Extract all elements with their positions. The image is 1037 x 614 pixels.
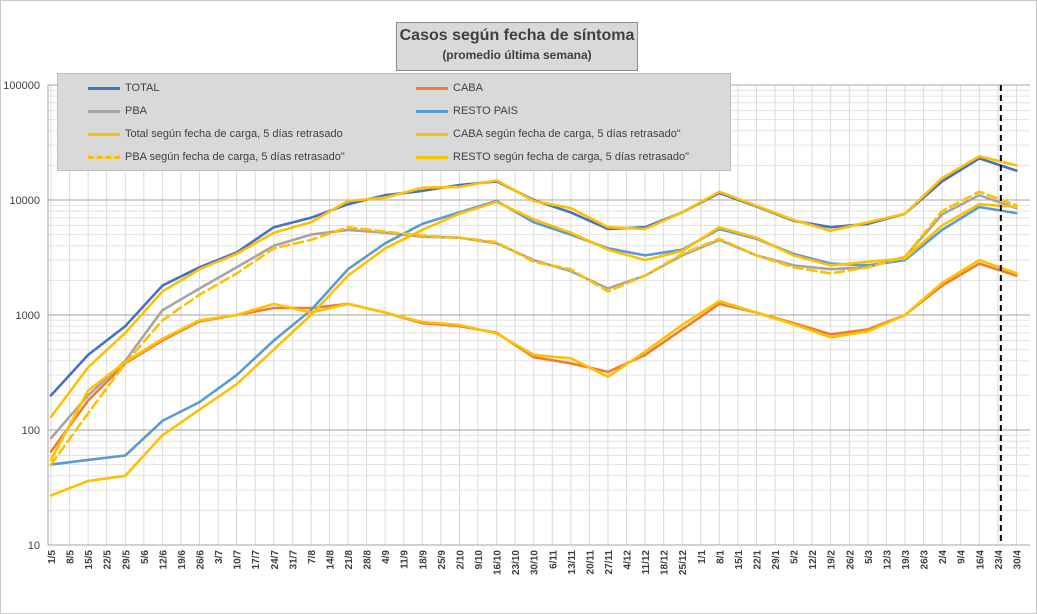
series-line-pba bbox=[49, 193, 1018, 440]
y-tick-label: 10 bbox=[28, 540, 40, 552]
x-tick-label: 27/11 bbox=[604, 550, 615, 575]
x-tick-label: 25/9 bbox=[437, 550, 448, 570]
y-tick-label: 1000 bbox=[16, 310, 40, 322]
chart-title: Casos según fecha de síntoma bbox=[399, 27, 635, 44]
x-tick-label: 20/11 bbox=[585, 550, 596, 575]
legend-item: CABA según fecha de carga, 5 días retras… bbox=[416, 126, 681, 142]
x-tick-label: 12/3 bbox=[882, 550, 893, 570]
legend-item: RESTO PAIS bbox=[416, 103, 518, 119]
legend-label: CABA según fecha de carga, 5 días retras… bbox=[453, 128, 681, 140]
x-tick-label: 8/1 bbox=[715, 550, 726, 564]
legend-item: CABA bbox=[416, 80, 483, 96]
x-tick-label: 19/3 bbox=[901, 550, 912, 570]
legend-label: PBA según fecha de carga, 5 días retrasa… bbox=[125, 151, 345, 163]
legend-label: Total según fecha de carga, 5 días retra… bbox=[125, 128, 343, 140]
legend-label: TOTAL bbox=[125, 82, 160, 94]
x-tick-label: 30/4 bbox=[1012, 550, 1023, 570]
x-tick-label: 19/2 bbox=[827, 550, 838, 570]
x-tick-label: 9/10 bbox=[474, 550, 485, 570]
x-tick-label: 7/8 bbox=[307, 550, 318, 564]
x-tick-label: 16/10 bbox=[493, 550, 504, 575]
series-line-caba-seg-n-fecha-de-carga-5-d-as-retrasado bbox=[49, 258, 1018, 462]
x-tick-label: 26/2 bbox=[845, 550, 856, 570]
series-line-pba-seg-n-fecha-de-carga-5-d-as-retrasado bbox=[49, 190, 1018, 466]
x-tick-label: 4/12 bbox=[623, 550, 634, 570]
x-tick-label: 14/8 bbox=[325, 550, 336, 570]
x-tick-label: 5/3 bbox=[864, 550, 875, 564]
x-tick-label: 1/5 bbox=[47, 550, 58, 564]
x-tick-label: 12/2 bbox=[808, 550, 819, 570]
legend-swatch bbox=[416, 155, 448, 159]
y-tick-label: 10000 bbox=[9, 195, 40, 207]
legend-item: PBA según fecha de carga, 5 días retrasa… bbox=[88, 149, 345, 165]
x-tick-label: 16/4 bbox=[975, 550, 986, 570]
x-tick-label: 2/10 bbox=[455, 550, 466, 570]
legend-swatch bbox=[416, 132, 448, 136]
x-tick-label: 22/1 bbox=[752, 550, 763, 570]
x-tick-label: 18/12 bbox=[660, 550, 671, 575]
x-tick-label: 26/6 bbox=[196, 550, 207, 570]
x-tick-label: 26/3 bbox=[920, 550, 931, 570]
x-tick-label: 18/9 bbox=[418, 550, 429, 570]
series-lines bbox=[49, 155, 1018, 497]
x-tick-label: 21/8 bbox=[344, 550, 355, 570]
x-tick-label: 5/2 bbox=[790, 550, 801, 564]
legend-swatch bbox=[88, 155, 120, 159]
x-axis: 1/5 8/5 15/5 22/5 29/5 5/6 12/6 19/6 26/6 3/7 10/7… bbox=[47, 544, 1030, 575]
legend-label: CABA bbox=[453, 82, 483, 94]
x-tick-label: 19/6 bbox=[177, 550, 188, 570]
legend-swatch bbox=[88, 132, 120, 136]
x-tick-label: 15/5 bbox=[84, 550, 95, 570]
y-tick-label: 100 bbox=[22, 425, 40, 437]
x-tick-label: 30/10 bbox=[530, 550, 541, 575]
x-tick-label: 25/12 bbox=[678, 550, 689, 575]
legend-label: PBA bbox=[125, 105, 148, 117]
x-tick-label: 10/7 bbox=[233, 550, 244, 570]
x-tick-label: 29/5 bbox=[121, 550, 132, 570]
chart-subtitle: (promedio última semana) bbox=[442, 48, 592, 62]
series-line-resto-seg-n-fecha-de-carga-5-d-as-retrasado bbox=[49, 200, 1018, 497]
legend: TOTAL CABA PBA RESTO PAIS Total según fecha … bbox=[57, 73, 731, 171]
legend-swatch bbox=[88, 109, 120, 113]
x-tick-label: 1/1 bbox=[697, 550, 708, 564]
x-tick-label: 11/12 bbox=[641, 550, 652, 575]
x-tick-label: 24/7 bbox=[270, 550, 281, 570]
legend-item: TOTAL bbox=[88, 80, 159, 96]
x-tick-label: 28/8 bbox=[363, 550, 374, 570]
x-tick-label: 11/9 bbox=[400, 550, 411, 569]
x-tick-label: 9/4 bbox=[957, 550, 968, 564]
legend-swatch bbox=[416, 86, 448, 90]
x-tick-label: 2/4 bbox=[938, 550, 949, 564]
legend-label: RESTO según fecha de carga, 5 días retra… bbox=[453, 151, 690, 163]
chart-title-box: Casos según fecha de síntoma (promedio ú… bbox=[396, 22, 638, 71]
x-tick-label: 12/6 bbox=[158, 550, 169, 570]
x-tick-label: 23/10 bbox=[511, 550, 522, 575]
x-tick-label: 29/1 bbox=[771, 550, 782, 570]
x-tick-label: 6/11 bbox=[548, 550, 559, 569]
x-tick-label: 22/5 bbox=[103, 550, 114, 570]
x-tick-label: 17/7 bbox=[251, 550, 262, 570]
x-tick-label: 13/11 bbox=[567, 550, 578, 575]
legend-label: RESTO PAIS bbox=[453, 105, 519, 117]
legend-item: PBA bbox=[88, 103, 147, 119]
y-tick-label: 100000 bbox=[3, 80, 40, 92]
x-tick-label: 8/5 bbox=[66, 550, 77, 564]
legend-swatch bbox=[88, 86, 120, 90]
x-tick-label: 15/1 bbox=[734, 550, 745, 570]
series-line-total-seg-n-fecha-de-carga-5-d-as-retrasado bbox=[49, 155, 1018, 419]
x-tick-label: 31/7 bbox=[288, 550, 299, 570]
x-tick-label: 3/7 bbox=[214, 550, 225, 564]
x-tick-label: 23/4 bbox=[994, 550, 1005, 570]
legend-item: Total según fecha de carga, 5 días retra… bbox=[88, 126, 343, 142]
x-tick-label: 4/9 bbox=[381, 550, 392, 564]
x-tick-label: 5/6 bbox=[140, 550, 151, 564]
y-axis: 10 100 1000 10000 100000 bbox=[3, 80, 49, 552]
series-line-resto-pais bbox=[49, 199, 1018, 466]
legend-swatch bbox=[416, 109, 448, 113]
legend-item: RESTO según fecha de carga, 5 días retra… bbox=[416, 149, 689, 165]
